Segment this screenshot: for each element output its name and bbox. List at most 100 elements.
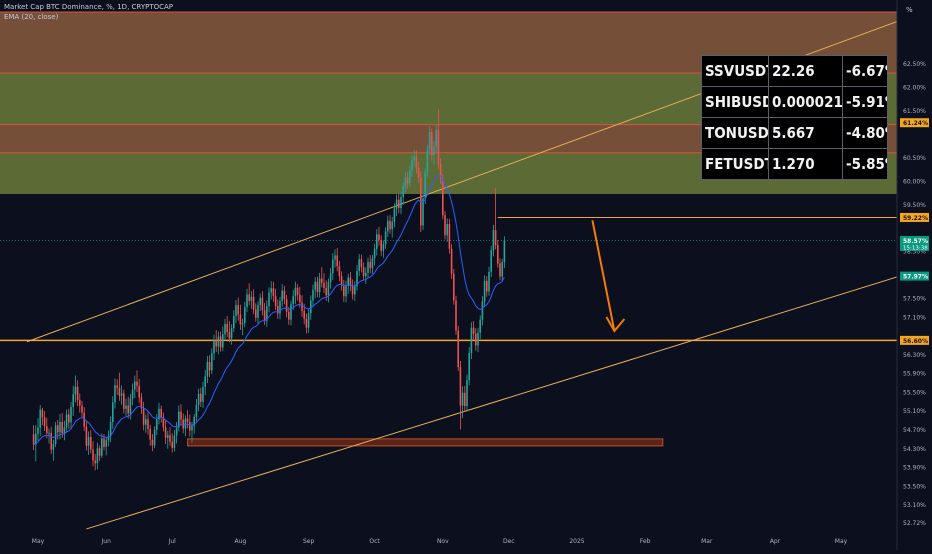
candle (107, 436, 110, 441)
candle (329, 273, 332, 283)
candle (32, 434, 35, 445)
candle (334, 255, 336, 260)
candle (442, 178, 444, 216)
candle (149, 429, 151, 440)
candle (202, 386, 204, 402)
candle (120, 393, 123, 396)
candle (378, 234, 380, 240)
candle (367, 262, 369, 273)
ticker-symbol: SHIBUSDT (701, 86, 769, 118)
candle (391, 221, 393, 230)
candle (263, 310, 266, 321)
candle (318, 278, 321, 293)
candle (406, 177, 409, 184)
candle (54, 425, 57, 445)
candle (116, 385, 118, 388)
candle (299, 294, 301, 303)
candle (448, 224, 451, 249)
candle (470, 327, 473, 354)
candle (316, 281, 319, 293)
candle (138, 385, 140, 398)
candle (422, 198, 424, 226)
candle (424, 172, 426, 199)
candle (336, 255, 338, 267)
candle (486, 280, 488, 292)
candle (261, 297, 264, 311)
candle (481, 301, 484, 320)
candle (475, 333, 477, 346)
candle (142, 408, 145, 425)
candle (488, 271, 490, 292)
candle (151, 439, 154, 446)
time-tick-label: Apr (770, 538, 781, 545)
candle (281, 290, 283, 301)
candle (175, 427, 178, 436)
candle (360, 259, 363, 268)
ema-line (33, 174, 505, 445)
ticker-symbol: FETUSDT (701, 148, 769, 180)
candle (303, 310, 305, 319)
candle (439, 163, 442, 179)
candle (310, 300, 312, 314)
candle (213, 339, 215, 354)
price-tick-label: 54.30% (903, 446, 926, 453)
candle (127, 405, 129, 414)
candle (332, 259, 334, 274)
price-tick-label: 54.70% (903, 427, 926, 434)
ticker-change: -6.67% (842, 55, 888, 87)
candle (362, 267, 365, 277)
candle (413, 156, 415, 161)
candle (173, 435, 176, 448)
candle (145, 419, 147, 425)
candle (228, 331, 231, 339)
price-tick-label: 60.50% (903, 155, 926, 162)
candle (224, 323, 226, 335)
candle (118, 387, 121, 396)
candle (417, 167, 420, 179)
ticker-symbol: SSVUSDT (701, 55, 769, 87)
candle (237, 305, 239, 315)
price-badge (900, 335, 929, 345)
arrow-head (605, 316, 626, 333)
candle (184, 418, 187, 429)
candle (459, 367, 462, 406)
candle (43, 417, 46, 427)
candle (211, 353, 213, 371)
candle (356, 270, 358, 287)
candle (455, 300, 457, 331)
time-axis[interactable]: May Jun Jul Aug Sep Oct Nov Dec 2025 Feb Mar Apr May (32, 538, 848, 545)
candle (81, 405, 83, 413)
candle (345, 285, 347, 297)
candle (160, 408, 162, 418)
indicator-label[interactable]: EMA (20, close) (4, 13, 59, 21)
candle (358, 259, 360, 271)
candle (393, 208, 396, 222)
candle (162, 417, 165, 428)
candle (279, 300, 281, 314)
candle (257, 305, 259, 318)
candle (325, 287, 327, 296)
candle (472, 327, 475, 334)
time-tick-label: May (835, 538, 848, 545)
candle (208, 361, 211, 371)
candle (125, 405, 127, 409)
candle (380, 239, 382, 251)
candle (123, 393, 125, 409)
price-axis[interactable]: % 62.50% 62.00% 61.50% 60.50% 60.00% 59.50% 58.… (896, 0, 932, 550)
candle (96, 448, 99, 464)
candle (200, 393, 202, 402)
price-tick-label: 55.50% (903, 389, 926, 396)
candle (477, 332, 479, 346)
candle (131, 389, 134, 399)
ticker-row: SSVUSDT 22.26 -6.67% (701, 55, 888, 87)
ticker-row: FETUSDT 1.270 -5.85% (701, 148, 888, 180)
candle (35, 433, 37, 445)
price-badge-label: 59.22% (903, 215, 928, 222)
candle (158, 408, 160, 420)
ticker-price: 22.26 (768, 55, 843, 87)
candle (464, 392, 466, 407)
candle (241, 323, 244, 325)
chart-title[interactable]: Market Cap BTC Dominance, %, 1D, CRYPTOC… (4, 3, 173, 11)
candle (233, 315, 235, 329)
